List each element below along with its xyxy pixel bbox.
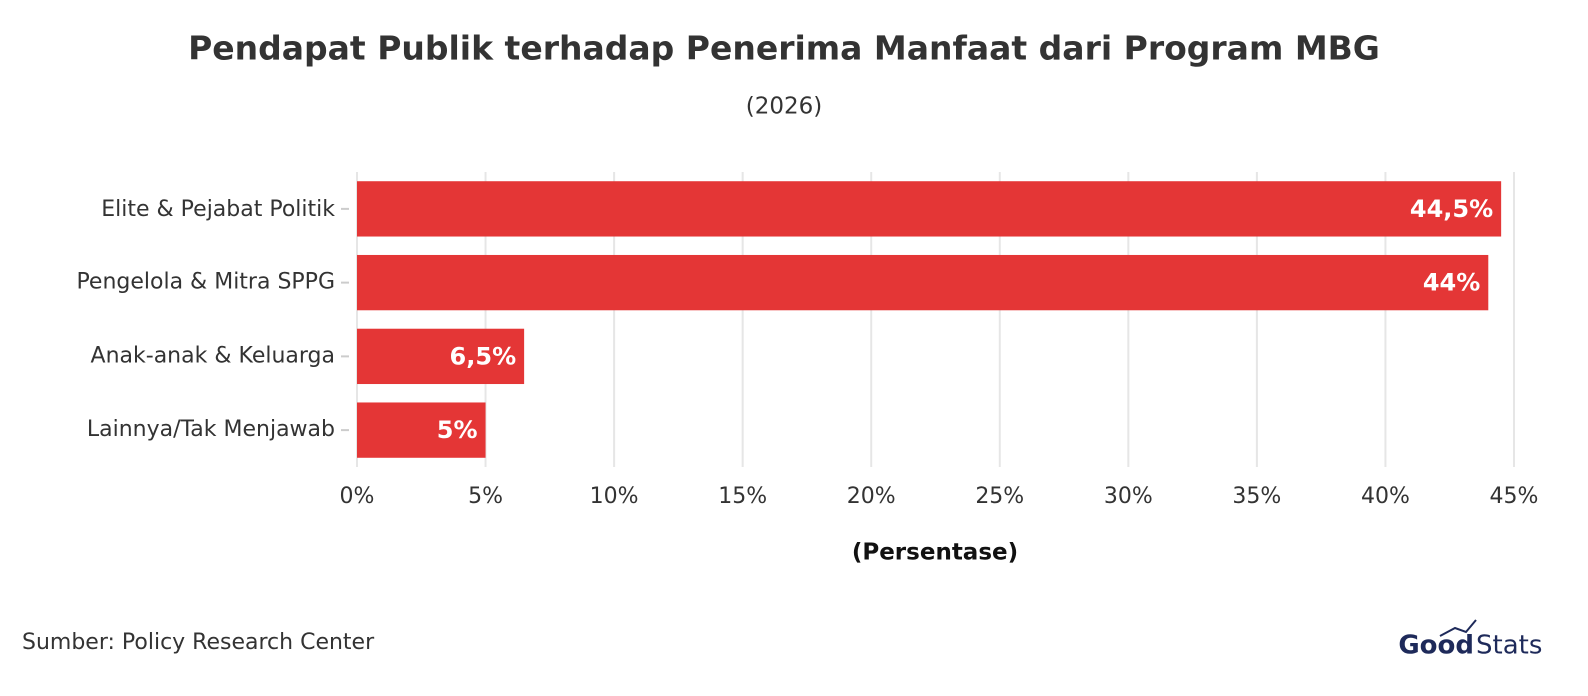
x-tick-label: 0% bbox=[340, 484, 375, 509]
bar bbox=[357, 254, 1489, 311]
x-tick-label: 30% bbox=[1104, 484, 1153, 509]
x-tick-label: 35% bbox=[1232, 484, 1281, 509]
value-label: 44,5% bbox=[1410, 195, 1493, 223]
value-label: 6,5% bbox=[450, 342, 517, 370]
y-tick-label: Pengelola & Mitra SPPG bbox=[76, 270, 335, 295]
x-tick-label: 5% bbox=[468, 484, 503, 509]
x-tick-label: 15% bbox=[718, 484, 767, 509]
logo: Good Stats bbox=[1398, 619, 1542, 661]
logo-icon bbox=[1439, 619, 1477, 637]
bar bbox=[357, 328, 525, 385]
y-tick-label: Lainnya/Tak Menjawab bbox=[87, 417, 335, 442]
bar bbox=[357, 181, 1502, 237]
chart-title: Pendapat Publik terhadap Penerima Manfaa… bbox=[188, 29, 1380, 68]
y-tick-label: Anak-anak & Keluarga bbox=[91, 343, 335, 368]
x-axis-title: (Persentase) bbox=[852, 540, 1018, 566]
x-tick-label: 20% bbox=[847, 484, 896, 509]
value-label: 5% bbox=[437, 416, 478, 444]
chart-subtitle: (2026) bbox=[746, 94, 822, 120]
logo-light: Stats bbox=[1476, 631, 1542, 661]
x-tick-label: 45% bbox=[1490, 484, 1539, 509]
bar bbox=[357, 402, 486, 458]
x-tick-label: 40% bbox=[1361, 484, 1410, 509]
plot: 0% 5% 10% 15% 20% 25% 30% 35% 40% 45% Elite & Peja… bbox=[76, 172, 1538, 509]
x-tick-label: 25% bbox=[975, 484, 1024, 509]
source: Sumber: Policy Research Center bbox=[22, 630, 375, 655]
value-label: 44% bbox=[1423, 269, 1480, 297]
y-tick-label: Elite & Pejabat Politik bbox=[101, 197, 335, 222]
logo-bold: Good bbox=[1398, 631, 1474, 661]
x-tick-label: 10% bbox=[590, 484, 639, 509]
